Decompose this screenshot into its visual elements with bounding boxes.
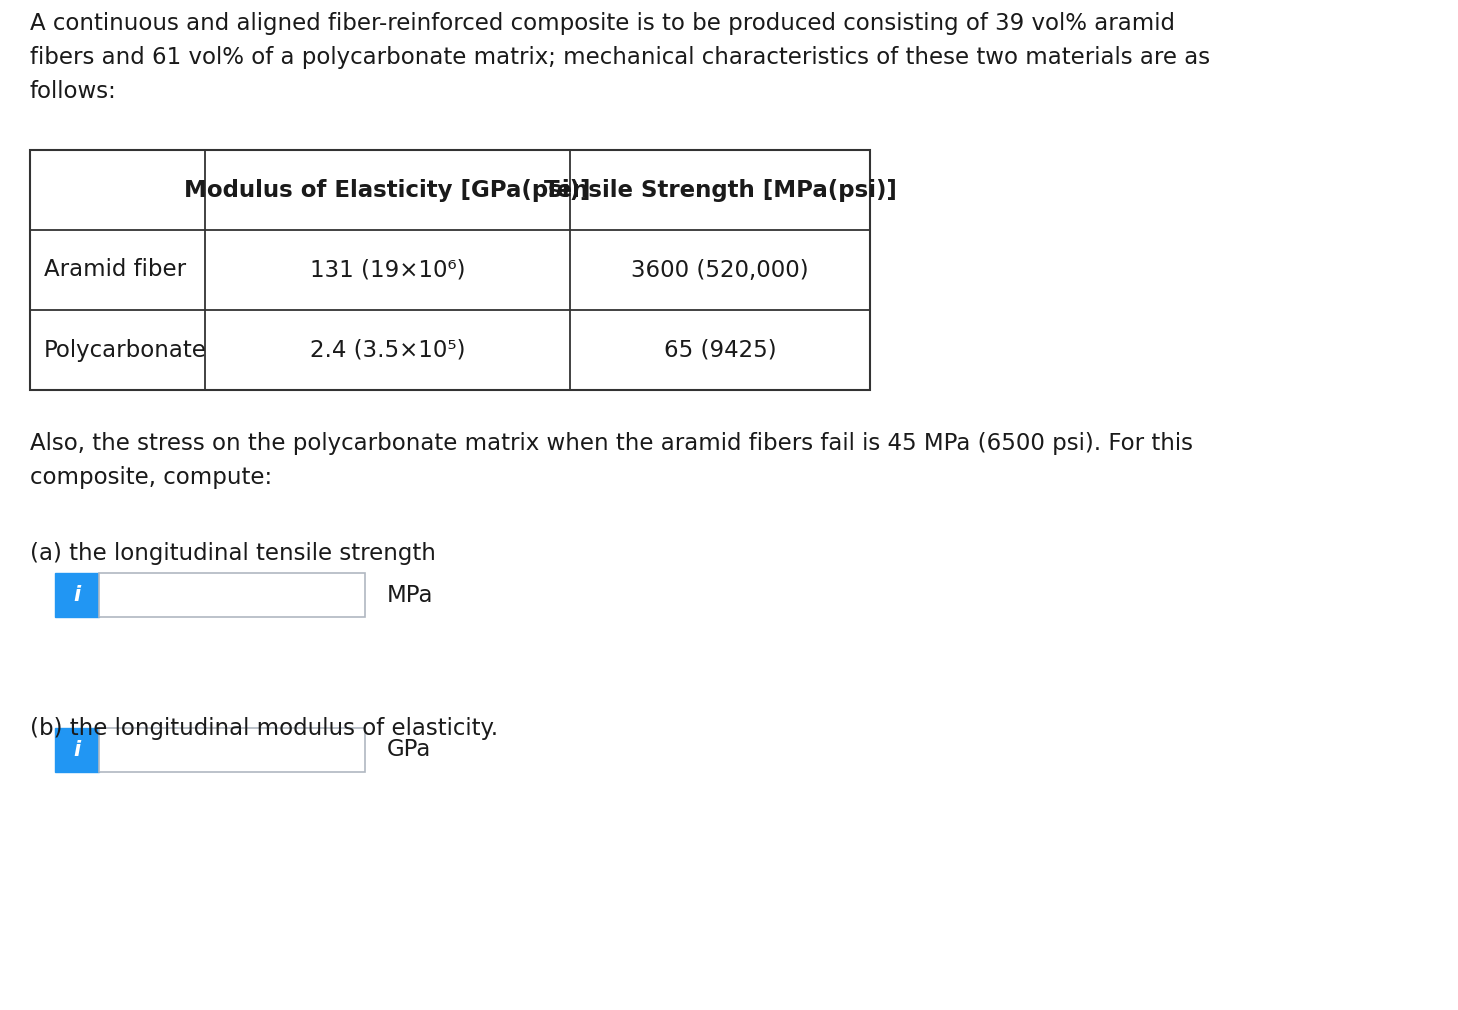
Bar — [99, 573, 364, 617]
Text: Aramid fiber: Aramid fiber — [44, 259, 187, 282]
Text: Also, the stress on the polycarbonate matrix when the aramid fibers fail is 45 M: Also, the stress on the polycarbonate ma… — [31, 432, 1193, 489]
Text: i: i — [73, 740, 80, 760]
Text: 65 (9425): 65 (9425) — [663, 338, 776, 362]
Text: Modulus of Elasticity [GPa(psi)]: Modulus of Elasticity [GPa(psi)] — [184, 179, 590, 202]
Bar — [99, 728, 364, 772]
Text: (b) the longitudinal modulus of elasticity.: (b) the longitudinal modulus of elastici… — [31, 717, 499, 740]
Text: 131 (19×10⁶): 131 (19×10⁶) — [309, 259, 465, 282]
Text: A continuous and aligned fiber-reinforced composite is to be produced consisting: A continuous and aligned fiber-reinforce… — [31, 12, 1210, 103]
Text: GPa: GPa — [386, 738, 432, 762]
Text: Tensile Strength [MPa(psi)]: Tensile Strength [MPa(psi)] — [544, 179, 897, 202]
Text: i: i — [73, 585, 80, 605]
Text: Polycarbonate: Polycarbonate — [44, 338, 207, 362]
Text: 2.4 (3.5×10⁵): 2.4 (3.5×10⁵) — [309, 338, 465, 362]
Bar — [55, 573, 99, 617]
Text: MPa: MPa — [386, 584, 433, 606]
Bar — [31, 150, 870, 390]
Text: 3600 (520,000): 3600 (520,000) — [631, 259, 809, 282]
Bar — [55, 728, 99, 772]
Text: (a) the longitudinal tensile strength: (a) the longitudinal tensile strength — [31, 542, 436, 565]
